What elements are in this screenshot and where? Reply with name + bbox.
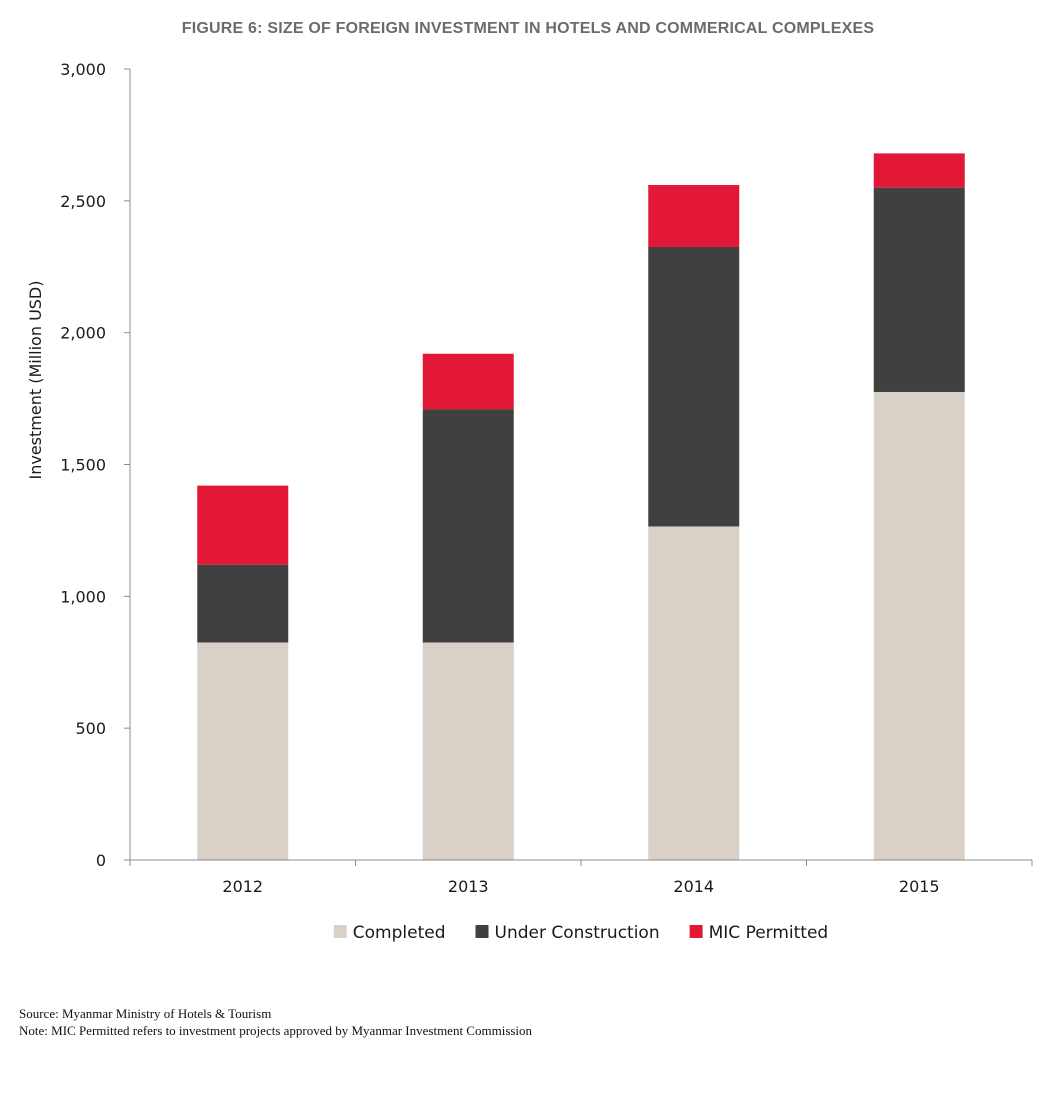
legend-swatch-under-construction: [475, 925, 489, 938]
bar-under-construction-2014: [648, 246, 740, 527]
y-tick-label: 1,000: [60, 587, 106, 606]
legend: Completed Under Construction MIC Permitted: [333, 923, 829, 943]
bar-mic-permitted-2015: [873, 153, 965, 188]
bar-under-construction-2013: [422, 409, 514, 643]
bar-completed-2015: [873, 391, 965, 860]
bar-mic-permitted-2014: [648, 185, 740, 247]
chart-title: FIGURE 6: SIZE OF FOREIGN INVESTMENT IN …: [181, 20, 875, 37]
y-tick-label: 3,000: [60, 60, 106, 79]
x-tick-label: 2012: [222, 877, 263, 896]
bar-completed-2012: [197, 642, 289, 860]
definition-note: Note: MIC Permitted refers to investment…: [19, 1023, 533, 1038]
plot-area: 0 500 1,000 1,500 2,000 2,500 3,000 2012 2013 201…: [60, 60, 1033, 896]
legend-swatch-completed: [333, 925, 347, 938]
legend-label: Completed: [353, 923, 446, 943]
y-tick-label: 0: [96, 851, 106, 870]
x-tick-label: 2013: [448, 877, 489, 896]
bar-completed-2013: [422, 642, 514, 860]
legend-label: MIC Permitted: [709, 923, 829, 943]
bar-mic-permitted-2012: [197, 485, 289, 565]
y-axis-title: Investment (Million USD): [26, 281, 45, 480]
footnotes: Source: Myanmar Ministry of Hotels & Tou…: [19, 1005, 532, 1039]
chart-canvas: 0 500 1,000 1,500 2,000 2,500 3,000 2012 2013 201…: [26, 60, 1033, 943]
legend-label: Under Construction: [495, 923, 660, 943]
x-tick-label: 2014: [673, 877, 714, 896]
bar-under-construction-2015: [873, 187, 965, 392]
legend-swatch-mic-permitted: [689, 925, 703, 938]
y-tick-label: 2,000: [60, 324, 106, 343]
source-note: Source: Myanmar Ministry of Hotels & Tou…: [19, 1006, 272, 1021]
y-tick-label: 1,500: [60, 456, 106, 475]
y-tick-label: 2,500: [60, 192, 106, 211]
bar-completed-2014: [648, 526, 740, 860]
bar-mic-permitted-2013: [422, 353, 514, 410]
x-tick-label: 2015: [899, 877, 940, 896]
y-tick-label: 500: [75, 719, 106, 738]
bar-under-construction-2012: [197, 564, 289, 643]
